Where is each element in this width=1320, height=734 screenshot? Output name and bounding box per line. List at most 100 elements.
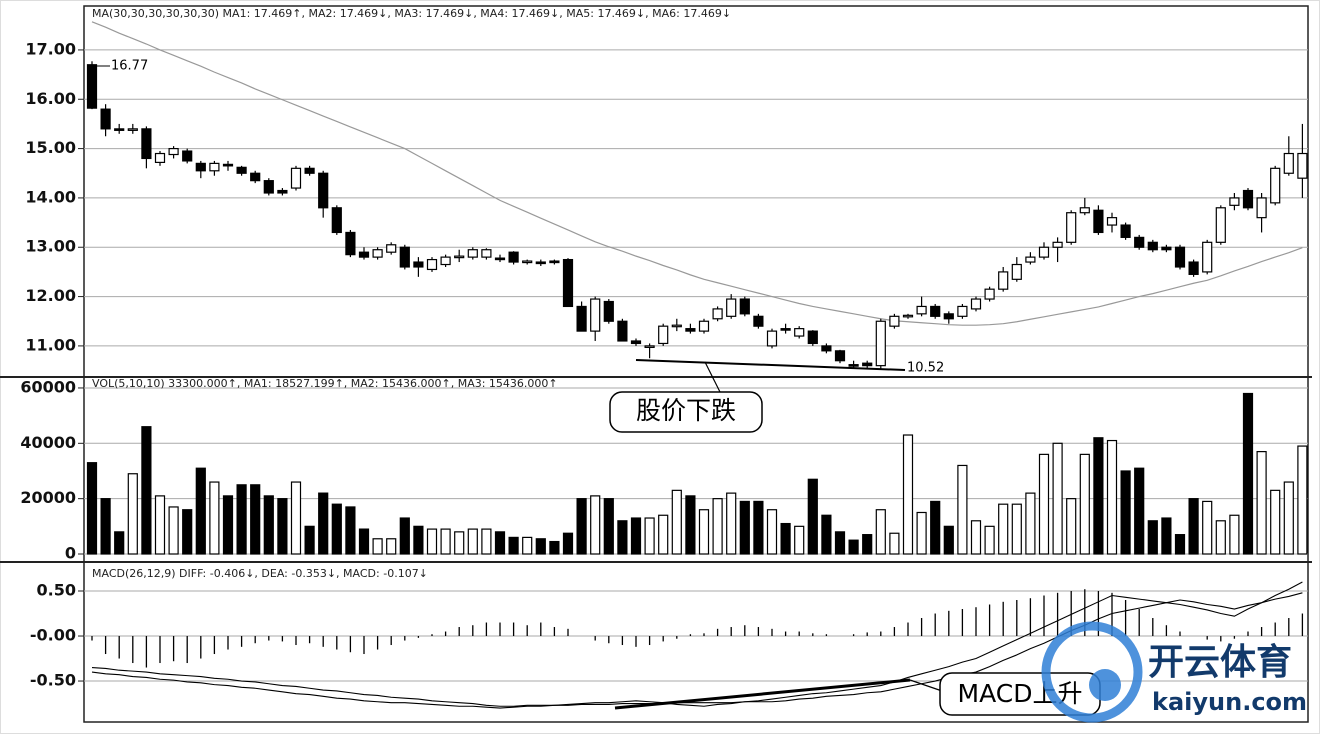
volume-bar (998, 503, 1009, 555)
volume-bar (1188, 498, 1199, 555)
candle-body (1066, 212, 1077, 243)
volume-bar (1106, 439, 1118, 555)
volume-bar (739, 500, 750, 555)
volume-bar (916, 511, 927, 555)
ma-line (91, 21, 1303, 326)
candle-body (970, 298, 982, 310)
candle-body (617, 320, 628, 342)
volume-bar (658, 514, 669, 555)
candle-body (236, 166, 247, 174)
candle-body (426, 258, 438, 271)
candle-body (100, 108, 111, 130)
candle-body (875, 320, 886, 367)
candle-body (549, 260, 560, 264)
volume-bar (399, 517, 410, 555)
volume-bar (535, 538, 546, 555)
trend-line (635, 359, 906, 371)
volume-bar (1297, 445, 1308, 555)
candle-body (1147, 241, 1158, 251)
callout-pointer (909, 679, 946, 693)
candle-body (957, 305, 968, 317)
volume-bar (576, 498, 587, 555)
volume-bar (522, 536, 533, 555)
candle-body (576, 305, 587, 332)
candle-body (413, 261, 424, 268)
volume-bar (345, 506, 356, 555)
volume-bar (426, 528, 438, 555)
candle-body (195, 162, 206, 172)
candle-body (222, 163, 234, 167)
volume-bar (875, 509, 886, 555)
candle-body (1188, 261, 1199, 275)
macd-line (91, 581, 1303, 709)
candle-body (114, 128, 125, 131)
panel-header: MA(30,30,30,30,30,30) MA1: 17.469↑, MA2:… (92, 7, 731, 20)
candle-body (685, 328, 696, 332)
candle-body (250, 172, 261, 182)
candle-body (1052, 241, 1063, 248)
volume-bar (834, 531, 846, 555)
volume-bar (698, 509, 710, 555)
y-tick-label: 11.00 (25, 335, 76, 354)
volume-bar (168, 506, 179, 555)
y-tick-label: 20000 (20, 488, 76, 507)
volume-bar (454, 531, 465, 555)
candle-body (1093, 209, 1104, 234)
volume-bar (930, 500, 941, 555)
candle-body (86, 64, 98, 109)
volume-bar (1242, 392, 1254, 555)
candle-body (290, 167, 302, 189)
watermark-text: 开云体育 (1148, 642, 1292, 683)
candle-body (644, 345, 655, 349)
watermark-logo (1041, 621, 1143, 723)
volume-bar (1052, 442, 1063, 555)
volume-bar (644, 517, 655, 555)
candle-body (1134, 236, 1145, 248)
volume-bar (1270, 489, 1281, 555)
candle-body (712, 308, 723, 320)
candle-body (780, 328, 791, 331)
candle-body (794, 328, 805, 337)
candle-body (522, 260, 533, 264)
volume-bar (1161, 517, 1172, 555)
volume-bar (794, 525, 805, 555)
candle-body (630, 340, 642, 345)
candle-body (182, 150, 193, 162)
candle-body (848, 364, 859, 367)
candle-body (889, 315, 900, 327)
volume-bar (331, 503, 342, 555)
candle-body (209, 162, 220, 172)
y-tick-label: -0.00 (30, 626, 76, 645)
volume-bar (277, 498, 288, 555)
y-tick-label: 60000 (20, 377, 76, 396)
candle-body (590, 298, 601, 332)
candle-body (494, 257, 506, 261)
y-tick-label: 40000 (20, 433, 76, 452)
candle-body (535, 261, 546, 265)
plot-frame (83, 5, 1309, 723)
volume-bar (304, 525, 315, 555)
volume-bar (1147, 520, 1158, 555)
y-tick-label: -0.50 (30, 671, 76, 690)
candle-body (603, 300, 614, 322)
volume-bar (1011, 503, 1022, 555)
candle-body (1025, 256, 1036, 263)
volume-bar (590, 495, 601, 555)
candle-body (1242, 189, 1254, 209)
volume-bar (86, 462, 98, 555)
candle-body (1270, 167, 1281, 204)
candle-body (481, 249, 492, 258)
volume-bar (549, 540, 560, 555)
y-tick-label: 17.00 (25, 39, 76, 58)
volume-bar (209, 481, 220, 555)
volume-bar (413, 525, 424, 555)
volume-bar (807, 478, 818, 555)
volume-bar (1256, 451, 1267, 555)
y-tick-label: 15.00 (25, 138, 76, 157)
candle-body (916, 305, 927, 315)
volume-bar (222, 495, 234, 555)
volume-bar (848, 539, 859, 555)
macd-line (91, 592, 1303, 707)
volume-bar (943, 525, 954, 555)
